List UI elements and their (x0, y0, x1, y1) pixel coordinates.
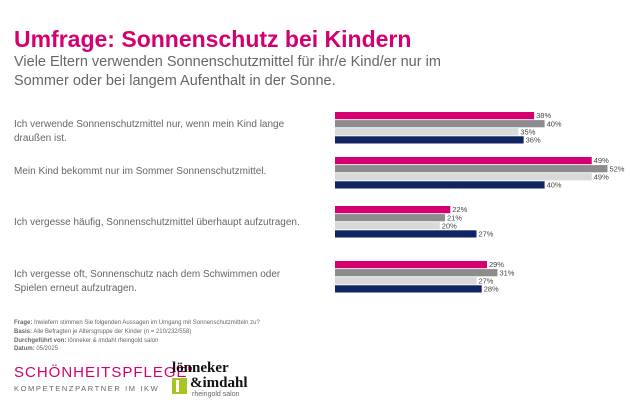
bar-3-3 (335, 222, 440, 230)
bar-4-4 (335, 285, 482, 293)
data-label-3-2: 21% (447, 213, 462, 222)
ikw-logo-tagline: KOMPETENZPARTNER IM IKW (14, 384, 160, 393)
bar-1-1 (335, 112, 535, 120)
data-label-4-1: 29% (489, 260, 504, 269)
li-logo-mark-icon (172, 378, 187, 394)
note-frage: Frage: Inwiefern stimmen Sie folgenden A… (14, 320, 260, 326)
data-label-2-4: 40% (547, 181, 562, 190)
data-label-4-3: 27% (478, 276, 493, 285)
data-label-4-4: 28% (484, 285, 499, 294)
bar-2-2 (335, 165, 608, 173)
data-label-3-3: 20% (442, 221, 457, 230)
data-label-3-4: 27% (478, 230, 493, 239)
data-label-1-1: 38% (536, 111, 551, 120)
ikw-logo: SCHÖNHEITSPFLEGE" KOMPETENZPARTNER IM IK… (14, 364, 194, 393)
bar-4-1 (335, 261, 487, 269)
bar-4-3 (335, 277, 477, 285)
category-label-3: Ich vergesse häufig, Sonnenschutzmittel … (14, 217, 300, 228)
bar-3-1 (335, 206, 451, 214)
data-label-3-1: 22% (452, 205, 467, 214)
li-logo-name1: lönneker (172, 360, 229, 376)
bar-2-3 (335, 173, 592, 181)
bar-3-2 (335, 214, 446, 222)
bar-2-1 (335, 157, 592, 165)
li-logo-name2: &imdahl (190, 375, 248, 391)
data-label-4-2: 31% (499, 268, 514, 277)
bar-4-2 (335, 269, 498, 277)
category-label-4: Ich vergesse oft, Sonnenschutz nach dem … (14, 269, 281, 294)
data-label-2-1: 49% (594, 156, 609, 165)
bar-3-4 (335, 230, 477, 238)
page-title: Umfrage: Sonnenschutz bei Kindern (14, 26, 412, 52)
data-label-1-4: 36% (526, 136, 541, 145)
bar-1-3 (335, 128, 519, 136)
data-label-1-2: 40% (547, 119, 562, 128)
category-label-2: Mein Kind bekommt nur im Sommer Sonnensc… (14, 166, 267, 177)
bar-2-4 (335, 181, 545, 189)
data-label-2-3: 49% (594, 172, 609, 181)
note-basis: Basis: Alle Befragten je Altersgruppe de… (14, 328, 192, 335)
loenneker-imdahl-logo: lönneker &imdahl rheingold salon (172, 360, 268, 398)
category-label-1: Ich verwende Sonnenschutzmittel nur, wen… (14, 119, 285, 144)
li-logo-sub: rheingold salon (192, 391, 240, 398)
ikw-logo-wordmark: SCHÖNHEITSPFLEGE" (14, 364, 194, 381)
footnotes: Frage: Inwiefern stimmen Sie folgenden A… (14, 319, 260, 354)
page-subtitle: Viele Eltern verwenden Sonnenschutzmitte… (14, 54, 441, 89)
data-label-2-2: 52% (609, 164, 624, 173)
data-label-1-3: 35% (520, 127, 535, 136)
note-datum: Datum: 05/2025 (14, 346, 59, 353)
bar-1-2 (335, 120, 545, 128)
note-durchgefuehrt: Durchgeführt von: lönneker & imdahl rhei… (14, 337, 159, 344)
bar-1-4 (335, 136, 524, 144)
